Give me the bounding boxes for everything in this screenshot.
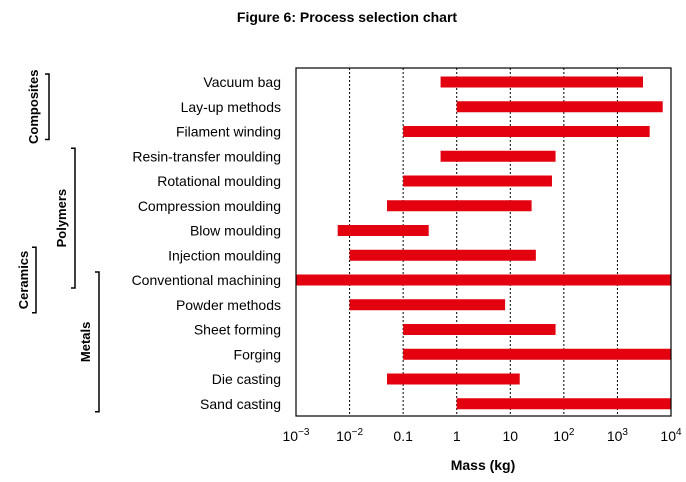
range-bar [456, 101, 663, 113]
x-axis-label: Mass (kg) [451, 457, 516, 473]
x-tick-label: 0.1 [393, 428, 413, 444]
chart-title: Figure 6: Process selection chart [237, 9, 458, 25]
x-tick-label: 103 [607, 427, 629, 444]
range-bar [387, 200, 532, 212]
range-bar [387, 373, 520, 385]
group-bracket [95, 271, 100, 413]
grid-lines [349, 68, 618, 416]
x-tick-label: 10−2 [336, 427, 363, 444]
range-bar [296, 274, 671, 286]
group-bracket [71, 147, 76, 289]
x-tick-label: 102 [553, 427, 575, 444]
range-bar [440, 150, 556, 162]
x-tick-label: 104 [660, 427, 682, 444]
range-bar [403, 126, 650, 137]
category-labels: Vacuum bag Lay-up methods Filament winding… [132, 74, 281, 412]
group-bracket [45, 73, 50, 141]
group-label: Composites [26, 70, 41, 144]
category-label: Forging [234, 346, 281, 362]
group-label: Ceramics [16, 251, 31, 310]
group-label: Metals [78, 322, 93, 362]
x-tick-labels: 10−3 10−2 0.1 1 10 102 103 104 [283, 427, 683, 444]
category-label: Resin-transfer moulding [132, 148, 281, 164]
category-label: Blow moulding [190, 223, 281, 239]
range-bar [349, 299, 506, 311]
category-label: Die casting [212, 371, 281, 387]
x-tick-label: 1 [453, 428, 461, 444]
category-label: Injection moulding [168, 247, 281, 263]
x-tick-label: 10−3 [283, 427, 310, 444]
range-bar [349, 249, 536, 261]
category-label: Lay-up methods [181, 99, 281, 115]
range-bar [456, 398, 671, 410]
category-label: Sand casting [200, 396, 281, 412]
x-tick-label: 10 [502, 428, 518, 444]
category-label: Sheet forming [194, 322, 281, 338]
category-label: Filament winding [176, 124, 281, 140]
range-bar [337, 225, 429, 236]
process-groups: Composites Polymers Ceramics Metals [16, 70, 100, 413]
range-bar [403, 175, 552, 187]
range-bar [440, 76, 643, 88]
range-bar [403, 324, 556, 335]
category-label: Rotational moulding [157, 173, 281, 189]
category-label: Vacuum bag [203, 74, 281, 90]
group-label: Polymers [54, 189, 69, 248]
plot-frame [295, 67, 672, 417]
group-bracket [32, 246, 37, 314]
category-label: Conventional machining [132, 272, 281, 288]
category-label: Powder methods [176, 297, 281, 313]
bars [296, 76, 671, 410]
range-bar [403, 348, 671, 360]
category-label: Compression moulding [138, 198, 281, 214]
